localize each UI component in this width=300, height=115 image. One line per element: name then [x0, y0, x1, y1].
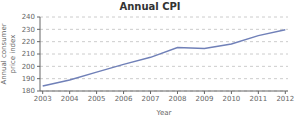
- svg-text:180: 180: [22, 87, 35, 95]
- svg-text:2012: 2012: [276, 95, 292, 103]
- svg-text:Annual consumerprice index: Annual consumerprice index: [8, 23, 17, 84]
- svg-text:2009: 2009: [196, 95, 214, 103]
- svg-text:190: 190: [22, 75, 35, 83]
- svg-text:200: 200: [22, 63, 35, 71]
- html-text:Annual CPI: Annual CPI: [119, 1, 181, 12]
- svg-text:210: 210: [22, 50, 35, 58]
- svg-text:2011: 2011: [249, 95, 267, 103]
- svg-text:2006: 2006: [115, 95, 133, 103]
- svg-text:230: 230: [22, 26, 35, 34]
- svg-text:2007: 2007: [142, 95, 160, 103]
- svg-text:2003: 2003: [34, 95, 52, 103]
- svg-text:2004: 2004: [61, 95, 79, 103]
- svg-text:2008: 2008: [169, 95, 187, 103]
- svg-text:2010: 2010: [222, 95, 240, 103]
- svg-text:240: 240: [22, 13, 35, 21]
- svg-text:220: 220: [22, 38, 35, 46]
- svg-text:Year: Year: [156, 109, 172, 115]
- svg-text:2005: 2005: [88, 95, 106, 103]
